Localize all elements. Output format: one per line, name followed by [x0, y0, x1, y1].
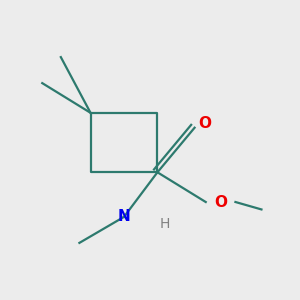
Text: H: H	[160, 217, 170, 231]
Text: O: O	[214, 194, 227, 209]
Text: O: O	[198, 116, 211, 131]
Text: N: N	[118, 209, 130, 224]
